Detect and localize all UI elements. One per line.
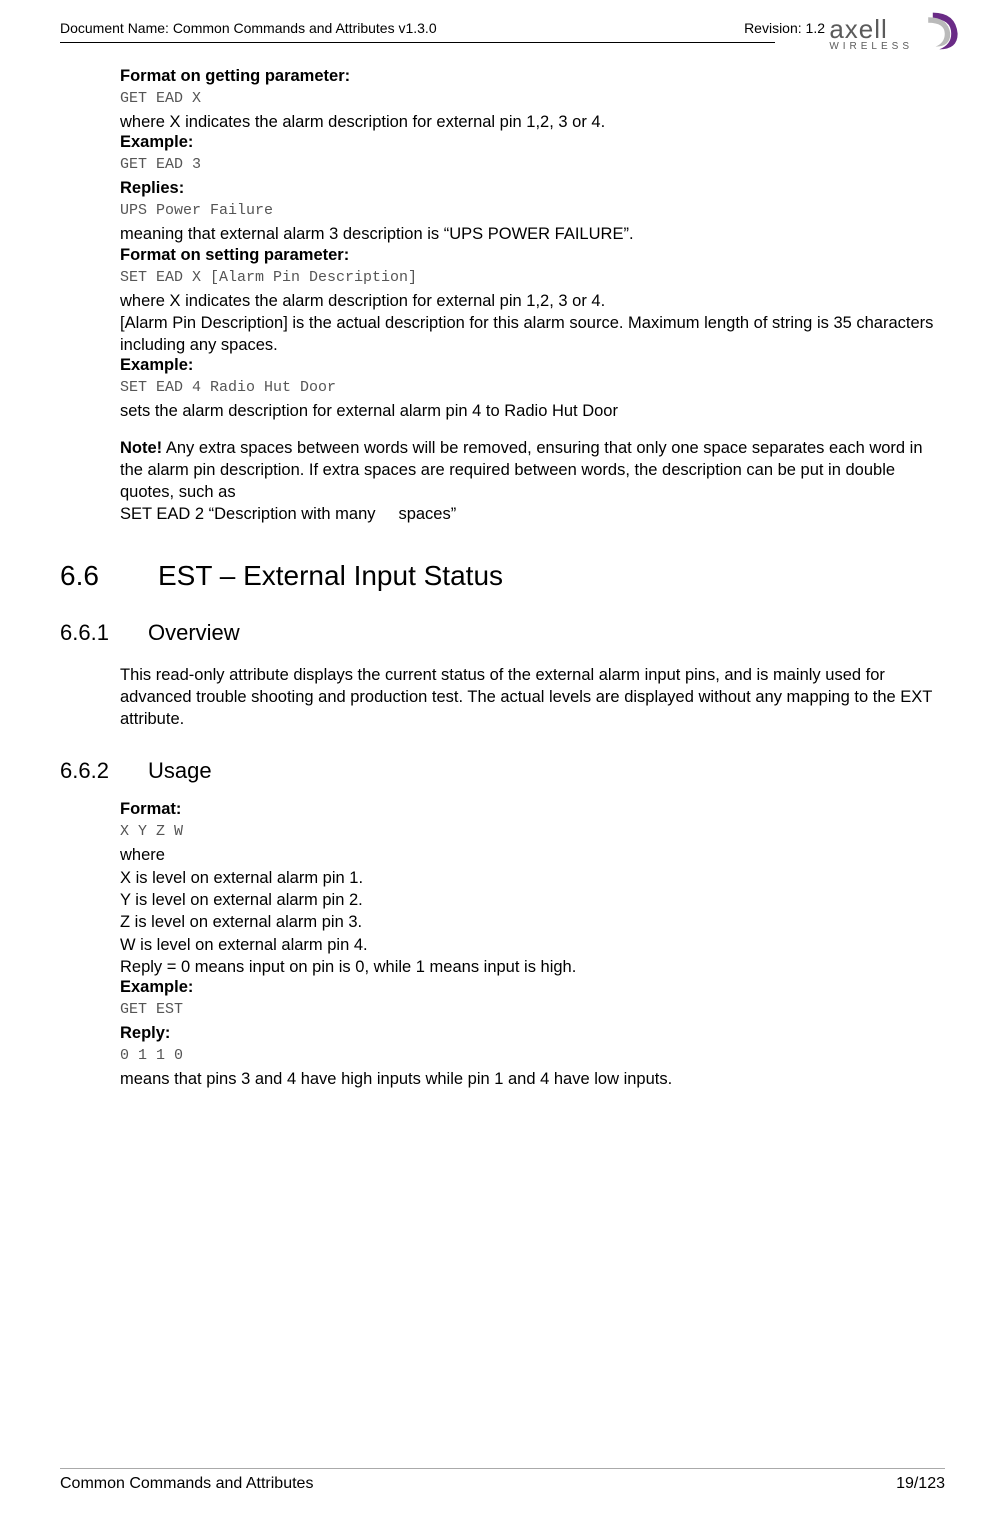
section-6-6-title: EST – External Input Status [158,560,503,592]
format-get-label: Format on getting parameter: [120,67,945,86]
usage-where-line3: Z is level on external alarm pin 3. [120,911,945,933]
footer-left: Common Commands and Attributes [60,1475,313,1493]
replies-label: Replies: [120,179,945,198]
format-set-desc-line2: [Alarm Pin Description] is the actual de… [120,312,945,357]
logo-main-text: axell [829,16,913,42]
note-paragraph: Note! Any extra spaces between words wil… [120,437,945,526]
section-6-6-number: 6.6 [60,560,120,592]
doc-name-label: Document Name: Common Commands and Attri… [60,20,744,36]
section-6-6-2-title: Usage [148,758,212,784]
section-6-6-1-title: Overview [148,620,240,646]
format-get-description: where X indicates the alarm description … [120,111,945,133]
note-line2: SET EAD 2 “Description with many spaces” [120,505,456,523]
revision-label: Revision: 1.2 [744,20,825,36]
usage-where-line1: X is level on external alarm pin 1. [120,867,945,889]
usage-where-line4: W is level on external alarm pin 4. [120,934,945,956]
usage-format-command: X Y Z W [120,823,945,840]
replies-description: meaning that external alarm 3 descriptio… [120,223,945,245]
section-6-6-heading: 6.6 EST – External Input Status [60,560,945,592]
logo-swirl-icon [919,8,965,59]
header-divider [60,42,775,43]
replies-output: UPS Power Failure [120,202,945,219]
note-text: Any extra spaces between words will be r… [120,439,923,502]
logo-sub-text: WIRELESS [829,42,913,52]
usage-example-command: GET EST [120,1001,945,1018]
usage-format-label: Format: [120,800,945,819]
format-set-label: Format on setting parameter: [120,246,945,265]
section-6-6-2-heading: 6.6.2 Usage [60,758,945,784]
section-6-6-1-heading: 6.6.1 Overview [60,620,945,646]
example1-label: Example: [120,133,945,152]
example2-description: sets the alarm description for external … [120,400,945,422]
usage-reply-description: means that pins 3 and 4 have high inputs… [120,1068,945,1090]
overview-body: This read-only attribute displays the cu… [120,664,945,731]
footer-page-number: 19/123 [896,1475,945,1493]
usage-reply-output: 0 1 1 0 [120,1047,945,1064]
section-6-6-1-number: 6.6.1 [60,620,120,646]
usage-example-label: Example: [120,978,945,997]
example2-command: SET EAD 4 Radio Hut Door [120,379,945,396]
section-6-6-2-number: 6.6.2 [60,758,120,784]
usage-where-line2: Y is level on external alarm pin 2. [120,889,945,911]
example2-label: Example: [120,356,945,375]
example1-command: GET EAD 3 [120,156,945,173]
usage-reply-label: Reply: [120,1024,945,1043]
format-set-desc-line1: where X indicates the alarm description … [120,290,945,312]
usage-where-line5: Reply = 0 means input on pin is 0, while… [120,956,945,978]
brand-logo: axell WIRELESS [829,8,965,59]
note-bold-prefix: Note! [120,439,162,457]
format-get-command: GET EAD X [120,90,945,107]
format-set-command: SET EAD X [Alarm Pin Description] [120,269,945,286]
usage-where-line0: where [120,844,945,866]
